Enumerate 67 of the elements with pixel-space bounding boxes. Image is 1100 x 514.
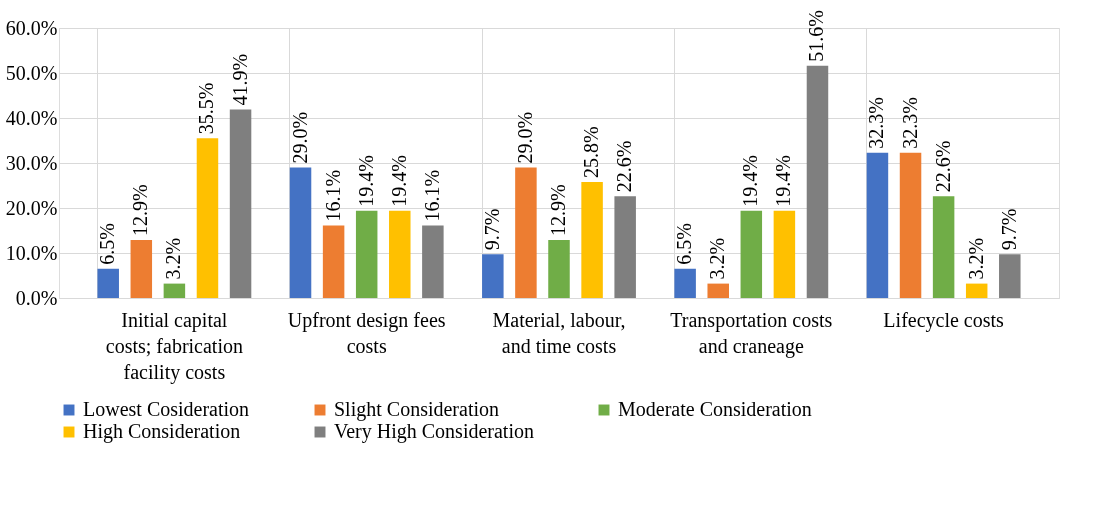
- data-label: 19.4%: [354, 155, 377, 207]
- y-tick-label: 40.0%: [5, 106, 58, 129]
- y-tick-label: 0.0%: [15, 286, 58, 309]
- data-label: 51.6%: [805, 10, 828, 62]
- bar: [773, 210, 796, 298]
- bar: [515, 167, 537, 298]
- data-label: 22.6%: [931, 140, 954, 193]
- bar: [866, 152, 889, 298]
- bar: [614, 196, 636, 298]
- data-label: 19.4%: [387, 155, 410, 207]
- legend-label: High Consideration: [83, 420, 241, 443]
- data-label: 29.0%: [288, 111, 311, 164]
- data-label: 19.4%: [739, 155, 762, 207]
- legend-label: Lowest Cosideration: [83, 398, 250, 420]
- y-tick-label: 60.0%: [5, 16, 58, 39]
- y-tick-label: 30.0%: [5, 151, 58, 174]
- bar: [482, 254, 504, 298]
- bar: [999, 254, 1021, 298]
- bar: [322, 225, 345, 298]
- bar: [581, 181, 603, 298]
- y-tick-label: 50.0%: [5, 61, 58, 84]
- legend-label: Slight Consideration: [334, 398, 499, 421]
- data-label: 29.0%: [513, 111, 536, 164]
- bar: [130, 239, 153, 298]
- data-label: 35.5%: [195, 82, 218, 135]
- data-label: 3.2%: [964, 237, 987, 280]
- data-label: 12.9%: [129, 184, 152, 236]
- x-tick-label: Material, labour, and time costs: [492, 308, 626, 357]
- data-label: 16.1%: [420, 169, 443, 222]
- data-label: 16.1%: [321, 169, 344, 222]
- bar: [707, 283, 729, 298]
- y-tick-label: 10.0%: [5, 241, 58, 264]
- bar: [965, 283, 988, 298]
- y-tick-label: 20.0%: [5, 196, 58, 219]
- data-label: 12.9%: [547, 184, 569, 236]
- x-tick-label: Transportation costs and craneage: [670, 308, 833, 358]
- data-label: 6.5%: [96, 223, 119, 265]
- bar: [932, 196, 955, 298]
- bar: [229, 109, 252, 298]
- data-label: 32.3%: [865, 96, 888, 149]
- data-label: 32.3%: [898, 96, 921, 149]
- data-label: 19.4%: [772, 155, 795, 207]
- data-label: 41.9%: [228, 53, 251, 106]
- bar: [163, 283, 186, 298]
- bar: [389, 210, 411, 298]
- legend-label: Moderate Consideration: [618, 398, 812, 420]
- data-label: 22.6%: [613, 140, 636, 193]
- bar: [289, 167, 312, 298]
- bar: [806, 65, 829, 298]
- x-tick-label: Initial capital costs; fabrication facility costs: [105, 308, 243, 384]
- data-label: 3.2%: [706, 237, 729, 280]
- data-label: 6.5%: [673, 223, 696, 265]
- legend-label: Very High Consideration: [334, 420, 534, 443]
- data-label: 9.7%: [997, 208, 1020, 251]
- bar: [674, 268, 696, 298]
- bar: [196, 138, 219, 298]
- data-label: 3.2%: [162, 237, 185, 280]
- x-tick-label: Lifecycle costs: [883, 308, 1005, 332]
- bar: [548, 239, 570, 298]
- bar: [355, 210, 378, 298]
- bar: [899, 152, 922, 298]
- x-tick-label: Upfront design fees costs: [287, 308, 446, 357]
- bar: [97, 268, 119, 298]
- bar: [422, 225, 444, 298]
- data-label: 25.8%: [580, 126, 603, 178]
- bar: [740, 210, 763, 298]
- data-label: 9.7%: [480, 208, 503, 251]
